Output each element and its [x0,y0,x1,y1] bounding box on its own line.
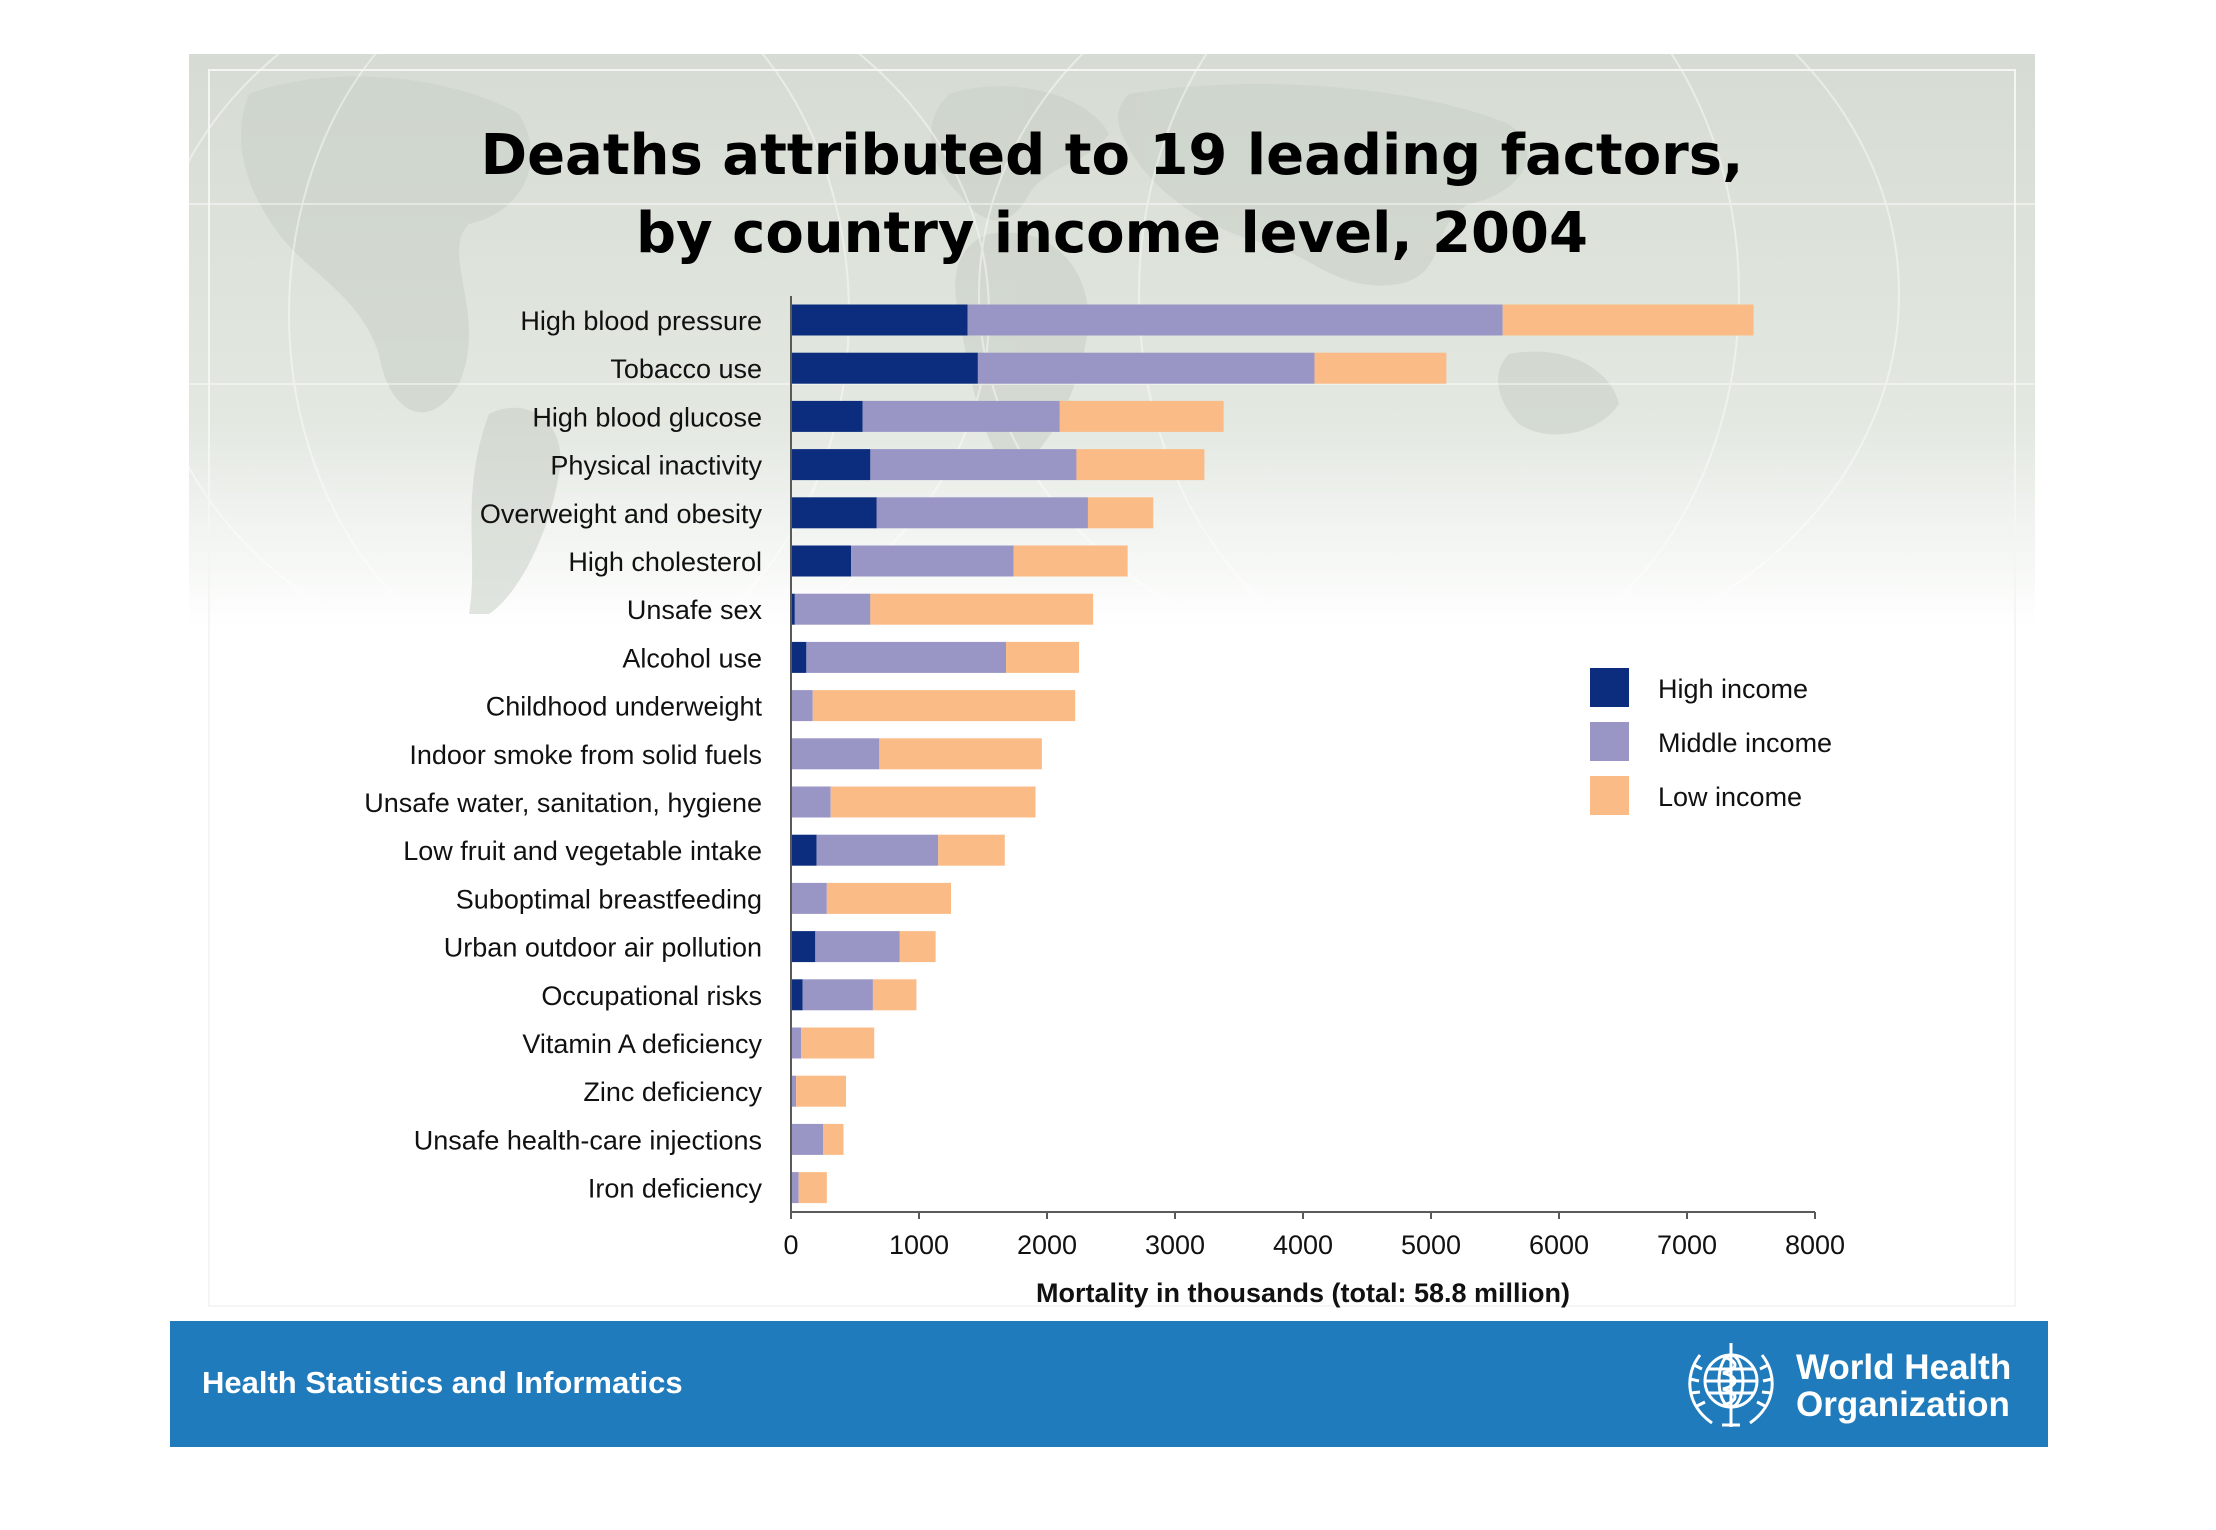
who-name-line-1: World Health [1796,1348,2012,1387]
footer-label: Health Statistics and Informatics [202,1365,683,1400]
x-tick-label-2000: 2000 [1017,1230,1077,1260]
bar-physical-inactivity-low-income [1076,449,1205,481]
category-label-unsafe-health-care-injections: Unsafe health-care injections [414,1125,762,1155]
bar-suboptimal-breastfeeding-middle-income [791,882,827,914]
bar-high-blood-pressure-low-income [1502,304,1754,336]
bar-unsafe-health-care-injections-low-income [823,1123,844,1155]
bar-urban-outdoor-air-pollution-middle-income [815,931,900,963]
who-emblem-icon [1688,1343,1774,1427]
bar-low-fruit-and-vegetable-intake-high-income [791,834,817,866]
bar-overweight-and-obesity-low-income [1087,497,1154,529]
category-label-childhood-underweight: Childhood underweight [486,692,763,722]
bar-overweight-and-obesity-middle-income [876,497,1088,529]
x-tick-label-7000: 7000 [1657,1230,1717,1260]
bar-high-blood-pressure-high-income [791,304,968,336]
category-label-alcohol-use: Alcohol use [622,643,762,673]
bar-unsafe-sex-low-income [870,593,1094,625]
bar-occupational-risks-middle-income [802,979,873,1011]
who-name: World Health Organization [1796,1349,2011,1423]
x-tick-label-4000: 4000 [1273,1230,1333,1260]
legend-swatch-middle-income [1590,722,1629,761]
bar-physical-inactivity-high-income [791,449,871,481]
x-tick-label-6000: 6000 [1529,1230,1589,1260]
bar-tobacco-use-low-income [1314,352,1447,384]
category-label-suboptimal-breastfeeding: Suboptimal breastfeeding [456,884,762,914]
footer-bar: Health Statistics and Informatics World … [170,1321,2048,1447]
bar-unsafe-sex-high-income [791,593,795,625]
bar-physical-inactivity-middle-income [870,449,1077,481]
category-label-high-cholesterol: High cholesterol [568,547,762,577]
x-tick-label-1000: 1000 [889,1230,949,1260]
bar-zinc-deficiency-low-income [796,1075,847,1107]
category-label-indoor-smoke-from-solid-fuels: Indoor smoke from solid fuels [409,740,762,770]
bar-unsafe-water-sanitation-hygiene-low-income [830,786,1036,818]
category-label-high-blood-glucose: High blood glucose [532,402,762,432]
legend-label-middle-income: Middle income [1658,728,1832,758]
bar-tobacco-use-high-income [791,352,978,384]
bar-low-fruit-and-vegetable-intake-low-income [938,834,1005,866]
category-label-occupational-risks: Occupational risks [541,981,762,1011]
bar-indoor-smoke-from-solid-fuels-middle-income [791,738,880,770]
bar-alcohol-use-high-income [791,641,807,673]
bar-iron-deficiency-low-income [798,1172,827,1204]
bar-unsafe-sex-middle-income [794,593,871,625]
category-label-unsafe-water-sanitation-hygiene: Unsafe water, sanitation, hygiene [364,788,762,818]
category-label-tobacco-use: Tobacco use [610,354,762,384]
x-tick-label-0: 0 [783,1230,798,1260]
legend-swatch-high-income [1590,668,1629,707]
title-line-1: Deaths attributed to 19 leading factors, [480,123,1744,188]
legend-label-high-income: High income [1658,674,1808,704]
bar-tobacco-use-middle-income [977,352,1315,384]
bar-vitamin-a-deficiency-middle-income [791,1027,802,1059]
bar-childhood-underweight-middle-income [791,690,813,722]
bar-high-cholesterol-high-income [791,545,852,577]
bar-zinc-deficiency-middle-income [791,1075,797,1107]
title-line-2: by country income level, 2004 [636,201,1588,266]
bar-overweight-and-obesity-high-income [791,497,877,529]
page-title: Deaths attributed to 19 leading factors,… [189,117,2035,273]
bar-occupational-risks-high-income [791,979,803,1011]
category-label-urban-outdoor-air-pollution: Urban outdoor air pollution [444,933,762,963]
category-label-overweight-and-obesity: Overweight and obesity [480,499,763,529]
legend-label-low-income: Low income [1658,782,1802,812]
bar-vitamin-a-deficiency-low-income [801,1027,875,1059]
bar-low-fruit-and-vegetable-intake-middle-income [816,834,939,866]
who-name-line-2: Organization [1796,1385,2010,1424]
bar-childhood-underweight-low-income [812,690,1076,722]
bar-high-cholesterol-low-income [1013,545,1128,577]
bar-high-blood-glucose-low-income [1059,400,1224,432]
category-label-iron-deficiency: Iron deficiency [588,1174,763,1204]
bar-alcohol-use-low-income [1006,641,1079,673]
bar-alcohol-use-middle-income [806,641,1007,673]
bar-high-blood-pressure-middle-income [967,304,1503,336]
bar-urban-outdoor-air-pollution-low-income [899,931,936,963]
category-label-physical-inactivity: Physical inactivity [550,451,762,481]
stacked-bar-chart: High blood pressure Tobacco use High blood… [364,296,1845,1308]
bar-iron-deficiency-middle-income [791,1172,799,1204]
category-label-high-blood-pressure: High blood pressure [520,306,762,336]
bar-high-blood-glucose-high-income [791,400,863,432]
bar-high-cholesterol-middle-income [851,545,1014,577]
x-axis-title: Mortality in thousands (total: 58.8 mill… [1036,1278,1570,1308]
x-tick-label-3000: 3000 [1145,1230,1205,1260]
bar-indoor-smoke-from-solid-fuels-low-income [879,738,1042,770]
legend-swatch-low-income [1590,776,1629,815]
category-label-zinc-deficiency: Zinc deficiency [583,1077,762,1107]
category-label-vitamin-a-deficiency: Vitamin A deficiency [522,1029,762,1059]
category-label-low-fruit-and-vegetable-intake: Low fruit and vegetable intake [403,836,762,866]
bar-unsafe-water-sanitation-hygiene-middle-income [791,786,831,818]
bar-suboptimal-breastfeeding-low-income [826,882,951,914]
bar-unsafe-health-care-injections-middle-income [791,1123,823,1155]
category-label-unsafe-sex: Unsafe sex [627,595,763,625]
x-tick-label-5000: 5000 [1401,1230,1461,1260]
bar-occupational-risks-low-income [872,979,917,1011]
bar-urban-outdoor-air-pollution-high-income [791,931,816,963]
bar-high-blood-glucose-middle-income [862,400,1060,432]
x-tick-label-8000: 8000 [1785,1230,1845,1260]
